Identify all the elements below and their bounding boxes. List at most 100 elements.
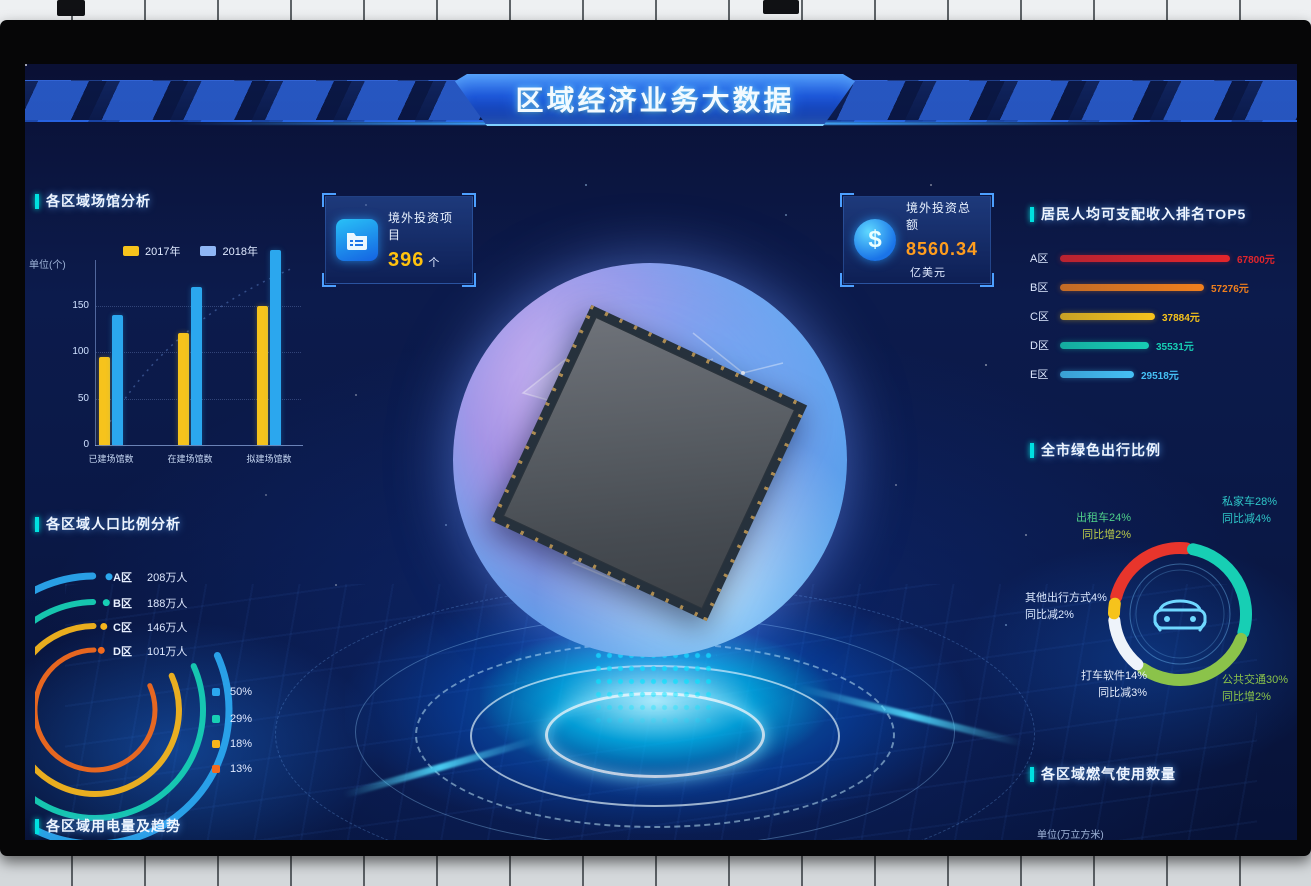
legend-label: 2018年 (222, 246, 258, 258)
corner-bracket (840, 273, 854, 287)
legend-item-2018[interactable]: 2018年 (200, 243, 258, 259)
legend-dot (212, 740, 220, 748)
legend-percent: 18% (230, 738, 253, 750)
stat-value: 8560.34 亿美元 (906, 239, 980, 281)
y-axis-unit-label: 单位(个) (29, 260, 66, 271)
title-accent-bar (1030, 206, 1034, 222)
income-row-A区: A区 67800元 (1030, 248, 1296, 268)
bar-2018年-已建场馆数 (112, 314, 123, 445)
corner-bracket (462, 273, 476, 287)
panel-title-green-travel: 全市绿色出行比例 (1030, 440, 1161, 460)
income-row-C区: C区 37884元 (1030, 306, 1296, 326)
population-row-A区: A区 208万人 (113, 569, 187, 585)
panel-title-population: 各区域人口比例分析 (35, 514, 181, 534)
dollar-icon: $ (854, 219, 896, 261)
income-value: 35531元 (1156, 341, 1194, 353)
title-accent-bar (35, 818, 39, 834)
stat-label: 境外投资总额 (906, 201, 972, 232)
legend-item-2017[interactable]: 2017年 (123, 243, 180, 259)
income-value: 67800元 (1237, 254, 1275, 266)
display-bezel: 区域经济业务大数据 (0, 20, 1311, 856)
star-dots (25, 64, 27, 66)
legend-percent: 29% (230, 713, 253, 725)
population-value: 146万人 (147, 622, 188, 634)
population-legend-item[interactable]: 18% (212, 738, 252, 750)
region-label: D区 (1030, 340, 1049, 352)
legend-dot (212, 715, 220, 723)
x-category-label: 在建场馆数 (167, 454, 213, 464)
folder-icon (336, 219, 378, 261)
y-axis-line (95, 260, 96, 446)
stat-number: 8560.34 (906, 239, 979, 259)
corner-bracket (980, 193, 994, 207)
donut-label-line2: 同比减2% (1025, 609, 1074, 621)
population-row-D区: D区 101万人 (113, 643, 187, 659)
panel-title-text: 各区域场馆分析 (46, 193, 151, 209)
population-value: 188万人 (147, 598, 188, 610)
inner-ring (1129, 563, 1231, 665)
population-legend-item[interactable]: 13% (212, 763, 252, 775)
donut-label-line1: 打车软件14% (1080, 670, 1147, 682)
header-banner: 区域经济业务大数据 (455, 74, 855, 126)
population-row-B区: B区 188万人 (113, 595, 187, 611)
corner-bracket (322, 193, 336, 207)
stat-card-investment-total: $ 境外投资总额 8560.34 亿美元 (840, 193, 994, 287)
donut-segment-其他出行方式4% (1108, 597, 1121, 620)
arc-end-dot (97, 646, 105, 654)
panel-title-text: 各区域燃气使用数量 (1041, 766, 1176, 782)
inner-ring (1135, 569, 1225, 659)
corner-bracket (840, 193, 854, 207)
population-arc-B区 (35, 599, 206, 821)
donut-label-line1: 私家车28% (1222, 496, 1278, 508)
legend-dot (212, 688, 220, 696)
legend-swatch (123, 246, 139, 256)
population-arc-A区 (35, 572, 233, 840)
donut-label-line1: 出租车24% (1075, 512, 1131, 524)
income-value: 29518元 (1141, 370, 1179, 382)
x-category-label: 已建场馆数 (88, 454, 134, 464)
stat-text: 境外投资总额 8560.34 亿美元 (906, 199, 980, 281)
income-row-D区: D区 35531元 (1030, 335, 1296, 355)
legend-label: 2017年 (145, 246, 181, 258)
income-row-B区: B区 57276元 (1030, 277, 1296, 297)
population-arc-chart (35, 572, 233, 840)
income-value: 37884元 (1162, 312, 1200, 324)
corner-bracket (462, 193, 476, 207)
stat-label: 境外投资项目 (388, 210, 454, 242)
income-bar (1060, 370, 1134, 378)
legend-dot (212, 765, 220, 773)
donut-label-line2: 同比减3% (1098, 687, 1147, 699)
corner-bracket (322, 273, 336, 287)
legend-percent: 13% (230, 763, 253, 775)
population-legend-item[interactable]: 29% (212, 713, 252, 725)
donut-label-other-modes: 其他出行方式4% 同比减2% (1025, 590, 1135, 624)
wall-mount-bracket (57, 0, 85, 16)
legend-percent: 50% (230, 686, 253, 698)
donut-label-line2: 同比减4% (1222, 513, 1271, 525)
population-legend-item[interactable]: 50% (212, 686, 252, 698)
y-tick-label: 50 (77, 392, 89, 404)
panel-title-text: 各区域人口比例分析 (46, 516, 181, 532)
donut-label-private-car: 私家车28% 同比减4% (1222, 494, 1297, 528)
stat-value: 396 个 (388, 249, 462, 272)
stat-text: 境外投资项目 396 个 (388, 209, 462, 272)
y-tick-label: 100 (72, 346, 89, 357)
panel-title-venues: 各区域场馆分析 (35, 191, 151, 211)
bar-2017年-已建场馆数 (99, 356, 110, 445)
bar-2017年-在建场馆数 (178, 333, 189, 445)
donut-segments (1108, 542, 1253, 686)
income-value: 57276元 (1211, 283, 1249, 295)
donut-label-line1: 其他出行方式4% (1025, 592, 1107, 604)
donut-label-public-transit: 公共交通30% 同比增2% (1222, 672, 1297, 706)
region-label: E区 (1030, 369, 1049, 381)
region-label: D区 (113, 646, 132, 658)
donut-segment-公共交通30% (1136, 632, 1248, 686)
stat-number: 396 (388, 248, 425, 271)
panel-title-gas: 各区域燃气使用数量 (1030, 764, 1176, 784)
title-accent-bar (1030, 766, 1034, 782)
stat-unit: 亿美元 (910, 267, 946, 279)
income-row-E区: E区 29518元 (1030, 364, 1296, 384)
green-travel-donut (1088, 522, 1272, 706)
bar-2017年-拟建场馆数 (257, 305, 268, 445)
